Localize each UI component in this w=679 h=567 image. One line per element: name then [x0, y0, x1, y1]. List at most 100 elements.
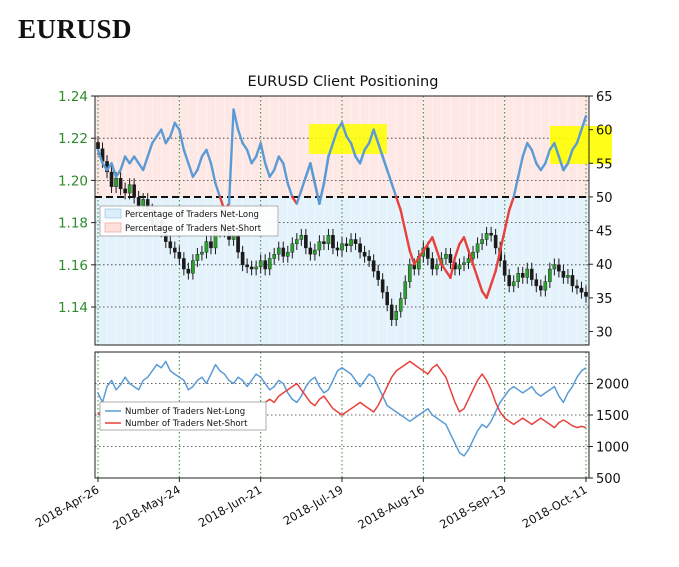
sentiment-line-segment — [358, 148, 366, 165]
candle-body — [412, 264, 417, 270]
candle-body — [552, 264, 557, 270]
candle-body — [331, 235, 335, 249]
sentiment-line-segment — [227, 108, 235, 205]
sentiment-line-segment — [417, 249, 425, 259]
candle-body — [358, 243, 362, 253]
sentiment-line-segment — [367, 128, 375, 145]
candle-body — [118, 178, 123, 190]
candle-body — [204, 241, 209, 253]
candle-body — [380, 279, 385, 293]
candle-body — [335, 247, 340, 251]
candle-body — [584, 292, 588, 297]
sentiment-line-segment — [507, 195, 515, 212]
candle-body — [173, 247, 177, 253]
date-tick-label: 2018-Apr-26 — [33, 482, 102, 530]
candle-body — [349, 239, 353, 247]
sentiment-line-segment — [236, 128, 244, 145]
sentiment-line-segment — [173, 121, 181, 131]
date-tick-label: 2018-Oct-11 — [520, 482, 590, 530]
candle-body — [236, 235, 240, 253]
sentiment-line-segment — [101, 162, 109, 172]
price-tick-label: 1.20 — [58, 173, 88, 189]
sentiment-line-segment — [539, 162, 547, 172]
sentiment-line-segment — [241, 141, 249, 152]
sentiment-line-segment — [553, 141, 561, 158]
sentiment-line-segment — [309, 162, 317, 185]
sentiment-line-segment — [530, 148, 538, 165]
candle-body — [570, 275, 575, 287]
sentiment-line-segment — [146, 141, 154, 158]
percent-tick-label: 40 — [596, 258, 613, 273]
price-tick-label: 1.14 — [58, 300, 88, 316]
candle-body — [430, 258, 435, 270]
date-tick-label: 2018-Aug-16 — [355, 482, 426, 531]
sentiment-line-segment — [580, 114, 588, 131]
candle-body — [245, 264, 249, 268]
candle-body — [543, 281, 548, 291]
candle-body — [367, 256, 371, 261]
candle-body — [109, 171, 114, 187]
net-long-count-line — [97, 360, 587, 457]
candle-body — [254, 266, 258, 270]
candle-body — [529, 268, 534, 280]
candle-body — [557, 264, 561, 272]
sentiment-line-segment — [327, 141, 335, 158]
sentiment-line-segment — [245, 148, 253, 165]
candle-body — [471, 251, 475, 259]
sentiment-line-segment — [273, 155, 280, 172]
sentiment-line-segment — [331, 128, 339, 145]
candle-body — [114, 178, 118, 187]
percent-tick-label: 30 — [596, 326, 613, 341]
count-tick-label: 1000 — [596, 441, 629, 456]
chart-title: EURUSD Client Positioning — [248, 74, 439, 90]
sentiment-line-segment — [431, 236, 439, 252]
sentiment-line-segment — [96, 148, 104, 165]
candle-body — [502, 260, 507, 276]
candle-body — [290, 243, 295, 253]
candle-body — [317, 241, 322, 251]
sentiment-line-segment — [408, 249, 416, 266]
sentiment-line-segment — [399, 209, 407, 232]
sentiment-line-segment — [535, 162, 543, 172]
sentiment-line-segment — [544, 148, 552, 165]
sentiment-line-segment — [141, 155, 149, 172]
candle-body — [511, 281, 516, 287]
candle-body — [534, 279, 539, 287]
candle-body — [575, 285, 579, 289]
candle-body — [579, 287, 584, 293]
sentiment-line-segment — [128, 155, 136, 165]
sentiment-line-segment — [304, 162, 312, 178]
sentiment-line-segment — [205, 148, 213, 165]
sentiment-line-segment — [557, 155, 565, 172]
sentiment-line-segment — [471, 263, 479, 279]
candle-body — [249, 266, 254, 270]
candle-body — [389, 304, 394, 320]
count-tick-label: 500 — [596, 472, 621, 487]
legend-swatch-net-long — [104, 208, 122, 219]
sentiment-line-segment — [318, 182, 326, 205]
bottom-legend-box — [99, 401, 267, 431]
sentiment-line-segment — [286, 182, 294, 199]
sentiment-line-segment — [160, 128, 167, 145]
sentiment-line-segment — [232, 108, 240, 131]
sentiment-line-segment — [494, 249, 502, 273]
sentiment-line-segment — [295, 189, 303, 205]
candle-body — [200, 251, 204, 255]
candle-body — [258, 260, 263, 268]
sentiment-line-segment — [440, 263, 448, 273]
sentiment-line-segment — [178, 128, 186, 152]
sentiment-line-segment — [268, 168, 276, 178]
sentiment-line-segment — [349, 141, 357, 158]
candle-body — [426, 247, 430, 259]
sentiment-line-segment — [345, 135, 353, 145]
candle-body — [313, 249, 317, 255]
sentiment-line-segment — [571, 141, 579, 152]
sentiment-line-segment — [489, 269, 497, 286]
percent-tick-label: 60 — [596, 124, 613, 139]
candle-body — [263, 260, 267, 270]
sentiment-line-segment — [263, 162, 271, 178]
candle-body — [444, 254, 448, 259]
candle-body — [209, 241, 213, 249]
candle-body — [299, 235, 304, 240]
sentiment-line-segment — [123, 155, 131, 165]
